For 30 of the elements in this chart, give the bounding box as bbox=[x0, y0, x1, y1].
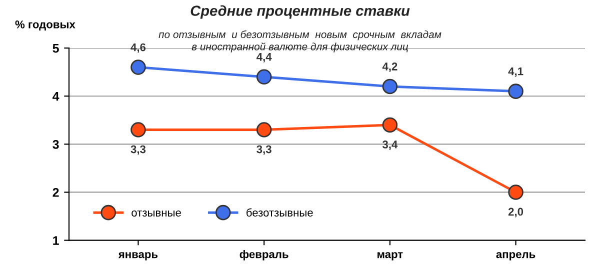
legend-label: безотзывные bbox=[246, 208, 313, 217]
data-label: 2,0 bbox=[508, 208, 524, 218]
point bbox=[508, 84, 524, 99]
chart-title: Средние процентные ставки bbox=[190, 5, 410, 19]
y-tick-label: 4 bbox=[52, 92, 60, 101]
data-label: 3,3 bbox=[130, 145, 146, 155]
x-tick-label: апрель bbox=[496, 252, 536, 260]
x-tick-label: январь bbox=[118, 252, 158, 260]
chart-subtitle: по отзывным и безотзывным новым срочным вкладам в иностранной валюте для физических лиц bbox=[158, 30, 442, 52]
point bbox=[382, 78, 398, 94]
point bbox=[130, 60, 146, 75]
point bbox=[508, 184, 524, 200]
data-label: 3,4 bbox=[382, 140, 398, 150]
x-tick-label: февраль bbox=[240, 250, 288, 260]
y-tick-label: 1 bbox=[53, 236, 59, 245]
x-tick-label: март bbox=[378, 252, 403, 260]
data-label: 3,3 bbox=[256, 145, 272, 155]
y-axis-title: % годовых bbox=[15, 20, 76, 30]
point bbox=[130, 122, 146, 138]
point bbox=[382, 117, 398, 133]
point bbox=[256, 69, 272, 85]
data-label: 4,1 bbox=[508, 67, 524, 77]
data-label: 4,4 bbox=[256, 53, 272, 62]
y-tick-label: 2 bbox=[52, 188, 59, 197]
data-label: 4,6 bbox=[130, 43, 146, 53]
legend-label: отзывные bbox=[132, 210, 181, 217]
y-tick-label: 3 bbox=[52, 140, 59, 149]
data-label: 4,2 bbox=[382, 62, 398, 72]
y-tick-label: 5 bbox=[52, 44, 59, 53]
point bbox=[256, 122, 272, 138]
